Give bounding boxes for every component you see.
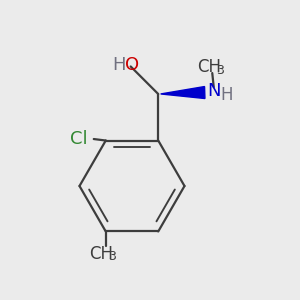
Text: N: N (207, 82, 220, 100)
Text: CH: CH (197, 58, 221, 76)
Polygon shape (160, 86, 205, 98)
Text: 3: 3 (108, 250, 116, 263)
Text: CH: CH (89, 245, 113, 263)
Text: H: H (220, 86, 232, 104)
Text: H: H (112, 56, 126, 74)
Text: 3: 3 (216, 64, 224, 76)
Text: O: O (125, 56, 139, 74)
Text: Cl: Cl (70, 130, 88, 148)
